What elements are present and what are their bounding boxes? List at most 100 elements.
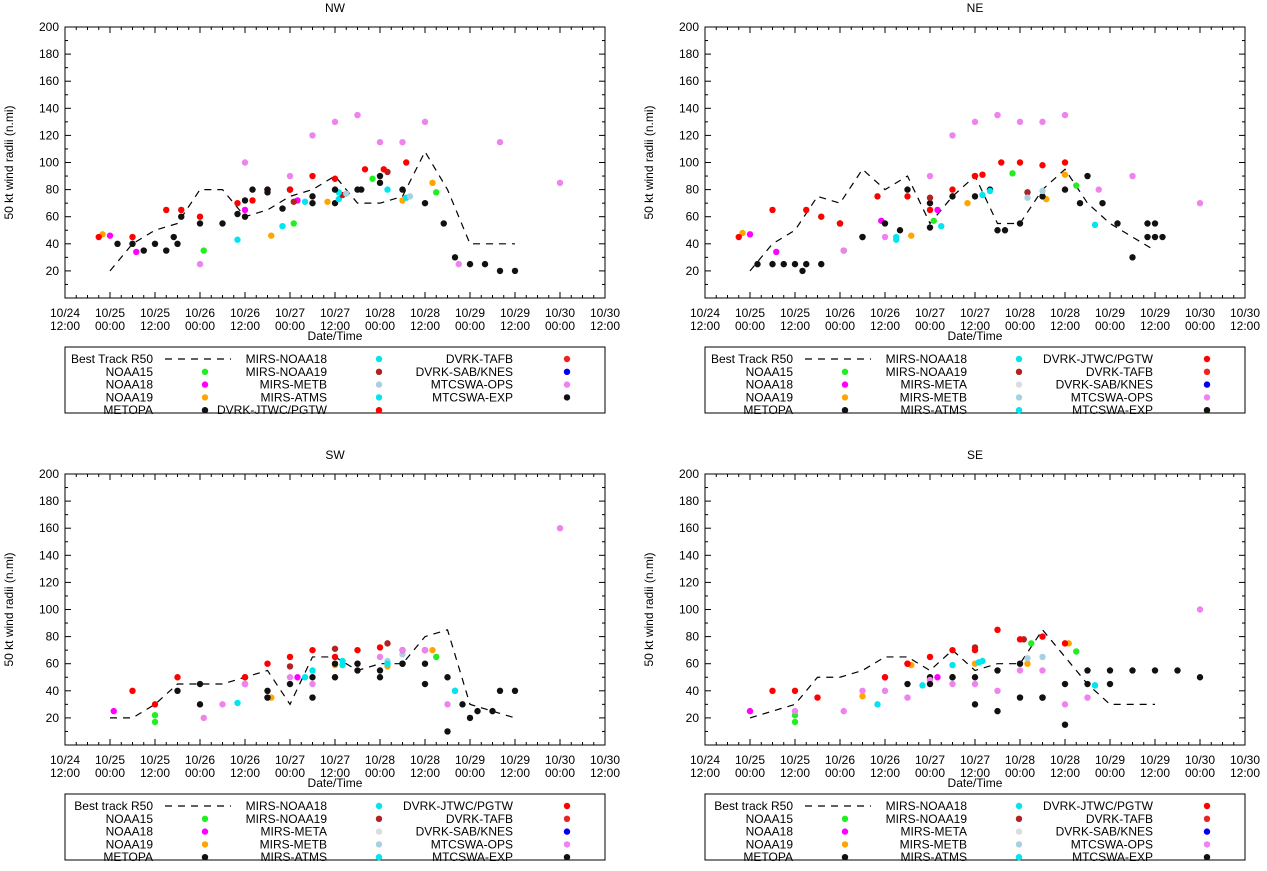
data-point: [399, 660, 406, 667]
y-tick-label: 40: [46, 684, 60, 698]
legend-swatch: [201, 381, 209, 388]
x-tick-label: 12:00: [960, 766, 990, 780]
legend-swatch: [201, 394, 209, 401]
data-point: [814, 694, 821, 701]
series-dvrk-jtwc-pgtw: [769, 626, 1069, 701]
data-point: [803, 206, 810, 214]
legend-label: MTCSWA-OPS: [431, 378, 513, 392]
data-point: [481, 260, 489, 268]
series-dvrk-jtwc-pgtw: [129, 644, 429, 708]
x-tick-label: 10/28: [365, 306, 395, 320]
data-point: [1073, 648, 1080, 655]
legend-box: [704, 346, 1246, 414]
best-track-line: [110, 629, 516, 719]
data-point: [1039, 667, 1046, 674]
data-point: [893, 233, 900, 241]
data-point: [904, 660, 911, 667]
x-tick-label: 00:00: [275, 319, 305, 333]
data-point: [874, 193, 881, 200]
data-point: [451, 254, 459, 261]
data-point: [309, 667, 316, 674]
legend-label: MIRS-ATMS: [261, 850, 327, 864]
y-axis-label: 50 kt wind radii (n.mi): [2, 105, 16, 219]
data-point: [241, 159, 249, 166]
y-tick-label: 120: [39, 575, 59, 589]
x-tick-label: 12:00: [320, 319, 350, 333]
series-noaa18: [110, 674, 301, 715]
legend-swatch: [1015, 828, 1023, 835]
data-point: [241, 213, 249, 220]
legend-label: DVRK-JTWC/PGTW: [403, 799, 514, 813]
data-point: [1061, 640, 1069, 647]
data-point: [440, 220, 447, 227]
x-tick-label: 12:00: [1230, 766, 1260, 780]
data-point: [934, 674, 941, 681]
legend-swatch: [201, 815, 209, 822]
x-tick-label: 10/24: [690, 753, 720, 767]
x-tick-label: 00:00: [275, 766, 305, 780]
data-point: [949, 132, 956, 139]
data-point: [1084, 694, 1091, 701]
series-metopa: [114, 179, 519, 275]
legend-label: MIRS-METB: [260, 837, 327, 851]
x-tick-label: 00:00: [825, 319, 855, 333]
y-tick-label: 100: [679, 156, 699, 170]
data-point: [241, 206, 249, 214]
y-tick-label: 200: [679, 467, 699, 481]
data-point: [301, 674, 309, 681]
x-tick-label: 10/28: [1005, 753, 1035, 767]
data-point: [241, 197, 249, 204]
data-point: [1076, 199, 1084, 207]
x-tick-label: 10/25: [140, 306, 170, 320]
data-point: [174, 687, 181, 694]
data-point: [459, 701, 466, 708]
legend-swatch: [201, 368, 209, 375]
data-point: [234, 236, 241, 243]
data-point: [163, 247, 170, 254]
data-point: [1196, 606, 1204, 613]
data-point: [309, 680, 316, 688]
data-point: [859, 693, 866, 700]
y-tick-label: 200: [679, 20, 699, 34]
data-point: [286, 172, 294, 180]
x-tick-label: 10/27: [915, 306, 945, 320]
data-point: [496, 267, 504, 275]
legend-swatch: [1203, 815, 1211, 822]
legend-swatch: [1015, 854, 1023, 861]
data-point: [904, 193, 911, 200]
legend-label: MIRS-META: [901, 825, 967, 839]
legend-swatch: [563, 355, 571, 363]
data-point: [496, 138, 504, 146]
x-tick-label: 12:00: [140, 319, 170, 333]
legend-swatch: [1203, 854, 1211, 861]
x-tick-label: 10/27: [915, 753, 945, 767]
data-point: [949, 661, 956, 669]
legend-label: MIRS-ATMS: [901, 403, 967, 417]
data-point: [234, 210, 241, 218]
series-mirs-metb: [1024, 653, 1046, 662]
legend-swatch: [375, 381, 383, 388]
data-point: [376, 674, 384, 681]
data-point: [1039, 694, 1046, 701]
legend-swatch: [841, 394, 849, 401]
x-tick-label: 00:00: [735, 766, 765, 780]
y-tick-label: 20: [46, 264, 60, 278]
data-point: [444, 674, 451, 681]
x-tick-label: 10/29: [1095, 753, 1125, 767]
legend-label: MIRS-META: [901, 378, 967, 392]
data-point: [380, 166, 387, 173]
x-tick-label: 10/26: [185, 306, 215, 320]
data-point: [926, 653, 934, 661]
data-point: [803, 260, 810, 268]
data-point: [429, 179, 436, 187]
best-track-line: [109, 150, 515, 272]
y-tick-label: 180: [39, 47, 59, 61]
data-point: [1024, 189, 1031, 196]
data-point: [1039, 633, 1046, 640]
x-tick-label: 12:00: [140, 766, 170, 780]
data-point: [1099, 199, 1106, 207]
x-tick-label: 10/30: [1230, 306, 1260, 320]
data-point: [444, 728, 451, 735]
